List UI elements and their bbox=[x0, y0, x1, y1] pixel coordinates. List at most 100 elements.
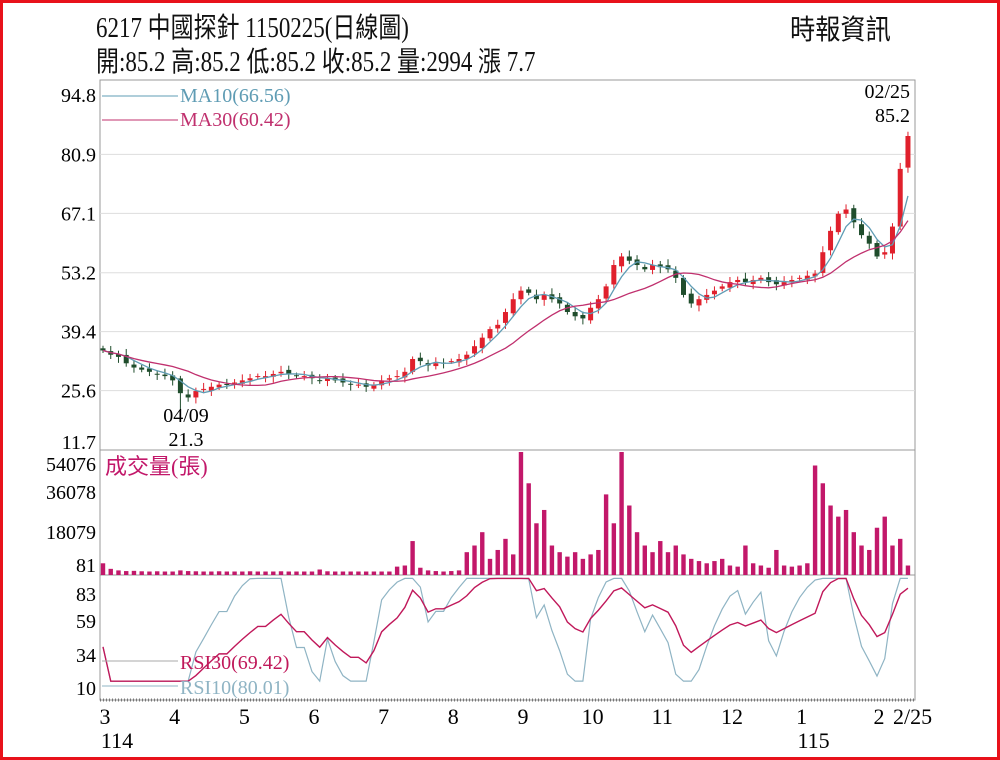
candle-body bbox=[859, 224, 865, 236]
candle-body bbox=[294, 375, 299, 377]
candle-body bbox=[735, 279, 741, 283]
price-tick-label: 80.9 bbox=[61, 144, 96, 166]
volume-bar bbox=[565, 556, 570, 575]
volume-bar bbox=[541, 509, 547, 575]
volume-bar bbox=[774, 549, 779, 575]
volume-bar bbox=[526, 483, 531, 575]
chart-title: 6217 中國探針 1150225(日線圖) bbox=[96, 13, 409, 44]
volume-bar bbox=[348, 571, 353, 575]
volume-bar bbox=[704, 563, 709, 575]
candle-body bbox=[139, 367, 145, 370]
month-label: 8 bbox=[448, 704, 459, 729]
rsi-tick-label: 83 bbox=[76, 584, 96, 606]
volume-bar bbox=[162, 571, 168, 575]
month-label: 7 bbox=[378, 704, 389, 729]
volume-bar bbox=[781, 565, 787, 575]
ma10-line bbox=[102, 195, 909, 394]
volume-bar bbox=[534, 523, 539, 575]
volume-bar bbox=[665, 552, 671, 575]
candle-body bbox=[146, 368, 152, 372]
candle-body bbox=[247, 378, 253, 381]
volume-bar bbox=[766, 567, 771, 575]
month-label: 3 bbox=[100, 704, 111, 729]
candle-body bbox=[812, 273, 818, 277]
candle-body bbox=[278, 371, 284, 374]
volume-bar bbox=[743, 545, 748, 575]
volume-tick-label: 18079 bbox=[46, 522, 96, 544]
candle-body bbox=[820, 252, 826, 273]
volume-bar bbox=[495, 549, 500, 575]
candle-body bbox=[580, 315, 586, 319]
candle-body bbox=[232, 382, 238, 384]
volume-bar bbox=[139, 571, 144, 575]
candle-body bbox=[472, 346, 478, 354]
volume-bar bbox=[789, 566, 795, 575]
candle-body bbox=[479, 337, 485, 349]
volume-bar bbox=[627, 505, 632, 575]
candle-body bbox=[487, 329, 493, 339]
volume-bar bbox=[116, 570, 121, 575]
candle-body bbox=[154, 373, 160, 375]
year-label: 114 bbox=[101, 728, 133, 753]
price-tick-label: 39.4 bbox=[61, 322, 96, 344]
volume-bar bbox=[255, 571, 260, 575]
candle-body bbox=[456, 359, 462, 363]
volume-bar bbox=[634, 532, 640, 575]
price-tick-label: 11.7 bbox=[62, 432, 96, 454]
volume-bar bbox=[333, 571, 338, 575]
volume-bar bbox=[209, 571, 214, 575]
candle-body bbox=[866, 235, 872, 244]
candle-body bbox=[301, 376, 307, 378]
volume-bar bbox=[828, 505, 833, 575]
volume-bar bbox=[193, 571, 199, 575]
candle-body bbox=[727, 282, 733, 288]
candle-body bbox=[603, 286, 609, 299]
candle-body bbox=[394, 376, 400, 378]
volume-bar bbox=[472, 545, 477, 575]
candle-body bbox=[657, 264, 663, 268]
volume-bar bbox=[108, 568, 113, 575]
ma10-legend: MA10(66.56) bbox=[180, 85, 291, 107]
volume-bar bbox=[882, 516, 887, 575]
volume-bar bbox=[580, 558, 586, 575]
candle-body bbox=[541, 294, 547, 300]
candle-body bbox=[789, 279, 795, 283]
candle-body bbox=[828, 230, 834, 251]
last-date-label: 02/25 bbox=[864, 81, 910, 103]
volume-bar bbox=[898, 538, 903, 575]
low-date-label: 04/09 bbox=[163, 405, 209, 427]
price-tick-label: 67.1 bbox=[61, 203, 96, 225]
rsi10-legend: RSI10(80.01) bbox=[180, 677, 289, 699]
candle-body bbox=[882, 252, 888, 255]
volume-bar bbox=[456, 570, 462, 575]
volume-bar bbox=[480, 532, 485, 575]
ohlc-summary: 開:85.2 高:85.2 低:85.2 收:85.2 量:2994 漲 7.7 bbox=[96, 47, 536, 78]
candle-body bbox=[216, 384, 222, 388]
volume-bar bbox=[797, 565, 802, 575]
price-tick-label: 94.8 bbox=[61, 85, 96, 107]
volume-bar bbox=[890, 545, 895, 575]
candle-body bbox=[170, 375, 176, 381]
volume-bar bbox=[302, 571, 307, 575]
candle-body bbox=[371, 384, 377, 389]
candle-body bbox=[804, 275, 810, 280]
price-tick-label: 53.2 bbox=[61, 263, 96, 285]
candle-body bbox=[123, 354, 129, 364]
candle-body bbox=[758, 277, 764, 281]
volume-tick-label: 54076 bbox=[46, 454, 96, 476]
candle-body bbox=[255, 376, 261, 378]
volume-bar bbox=[836, 516, 841, 575]
volume-bar bbox=[603, 494, 609, 575]
volume-bar bbox=[812, 465, 818, 575]
volume-bar bbox=[154, 571, 160, 575]
candle-body bbox=[572, 312, 578, 317]
candle-body bbox=[115, 354, 121, 357]
month-label: 12 bbox=[721, 704, 743, 729]
candle-body bbox=[773, 280, 779, 285]
candle-body bbox=[239, 380, 245, 384]
candle-body bbox=[224, 383, 230, 385]
candle-body bbox=[905, 136, 911, 168]
volume-bar bbox=[487, 558, 493, 575]
volume-bar bbox=[147, 571, 152, 575]
